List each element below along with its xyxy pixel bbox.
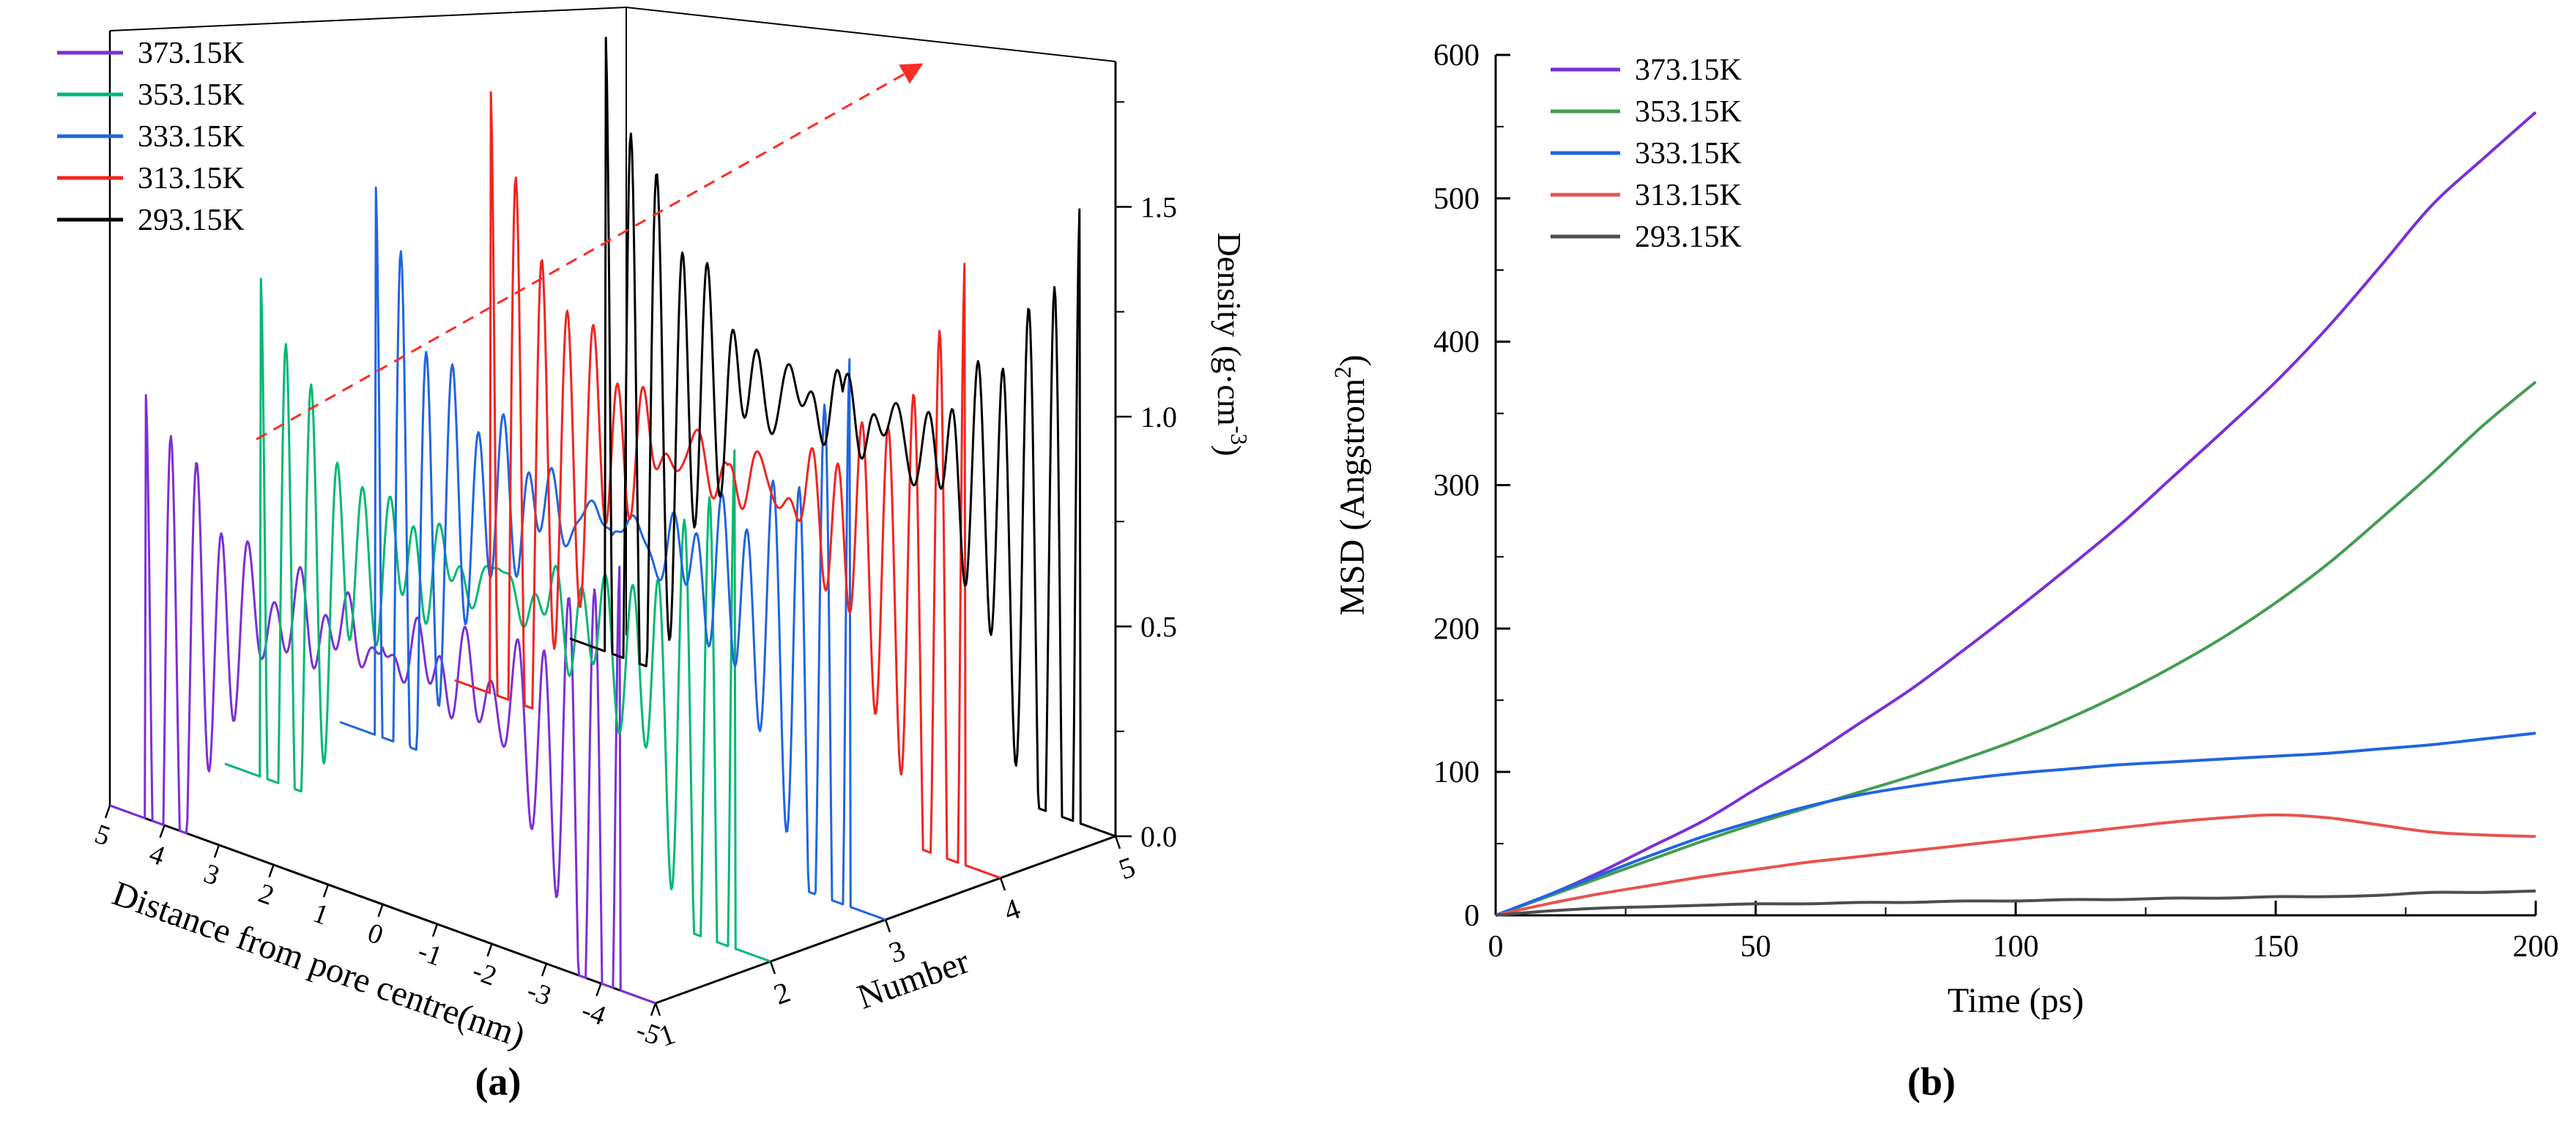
legend-label: 313.15K xyxy=(138,162,245,196)
caption-a: (a) xyxy=(475,1060,521,1104)
number-tick-label: 5 xyxy=(1115,850,1140,886)
caption-b: (b) xyxy=(1907,1060,1956,1104)
number-tick xyxy=(999,877,1006,891)
distance-tick xyxy=(486,943,493,957)
chart-a-panel: 0.0 0.5 1.0 1.5 Density (g·cm-3) 5 4 3 2 1 0 -1 -2 -3… xyxy=(0,0,1287,1054)
density-tick-label: 1.5 xyxy=(1140,191,1177,224)
legend-label: 333.15K xyxy=(1635,137,1742,171)
legend-label: 353.15K xyxy=(138,78,245,112)
y-tick-label: 100 xyxy=(1433,756,1480,789)
distance-tick xyxy=(213,844,220,858)
frame-top-left xyxy=(109,7,627,31)
distance-tick xyxy=(595,983,602,997)
distance-tick-label: -4 xyxy=(578,995,610,1032)
distance-tick xyxy=(541,963,548,977)
distance-tick xyxy=(104,805,111,819)
x-tick-label: 100 xyxy=(1993,930,2039,964)
density-axis-title: Density (g·cm-3) xyxy=(1211,232,1252,456)
x-tick-label: 200 xyxy=(2513,930,2559,964)
density-series-line-313.15K xyxy=(454,91,1001,879)
legend-label: 333.15K xyxy=(138,120,245,154)
number-tick xyxy=(769,961,776,975)
msd-series-line-313.15K xyxy=(1495,813,2536,917)
y-tick-label: 300 xyxy=(1433,469,1480,503)
density-tick-label: 0.0 xyxy=(1140,820,1177,853)
distance-tick xyxy=(268,864,275,878)
density-tick-label: 1.0 xyxy=(1140,401,1177,433)
x-tick-label: 150 xyxy=(2253,930,2299,964)
distance-tick xyxy=(650,1002,657,1016)
msd-series-line-333.15K xyxy=(1495,732,2536,917)
distance-tick-label: -1 xyxy=(414,936,446,972)
legend-label: 293.15K xyxy=(138,204,245,237)
distance-tick-label: 4 xyxy=(146,838,169,872)
density-tick-label: 0.5 xyxy=(1140,611,1177,644)
distance-tick xyxy=(322,884,330,898)
distance-tick-label: 1 xyxy=(309,898,333,931)
y-tick-label: 400 xyxy=(1433,326,1480,360)
distance-tick xyxy=(431,923,439,937)
legend-label: 373.15K xyxy=(138,37,245,70)
density-series-line-373.15K xyxy=(109,394,656,1005)
number-axis-title: Number xyxy=(853,942,974,1016)
chart-b-panel: 0 50 100 150 200 0 100 200 300 400 500 600 Time (ps)… xyxy=(1287,0,2576,1054)
number-tick-label: 4 xyxy=(1000,892,1025,928)
density-series-line-353.15K xyxy=(224,278,771,963)
y-axis-title: MSD (Angstrom2) xyxy=(1330,354,1372,615)
density-series-line-333.15K xyxy=(339,186,886,921)
distance-tick-label: 5 xyxy=(91,819,114,852)
y-tick-label: 200 xyxy=(1433,612,1480,646)
distance-tick-label: -2 xyxy=(469,956,501,992)
number-tick xyxy=(884,919,891,933)
legend-label: 293.15K xyxy=(1635,220,1742,254)
y-tick-label: 600 xyxy=(1433,39,1480,72)
y-tick-label: 0 xyxy=(1464,899,1480,933)
x-axis-title: Time (ps) xyxy=(1948,981,2084,1020)
msd-series-line-373.15K xyxy=(1495,111,2537,917)
msd-vs-time-chart: 0 50 100 150 200 0 100 200 300 400 500 600 Time (ps)… xyxy=(1330,39,2559,1020)
legend-label: 313.15K xyxy=(1635,179,1742,212)
trend-arrow xyxy=(256,63,924,441)
legend-label: 373.15K xyxy=(1635,53,1742,87)
msd-series-line-293.15K xyxy=(1495,889,2536,917)
number-tick-label: 2 xyxy=(770,975,795,1011)
legend-label: 353.15K xyxy=(1635,95,1742,129)
distance-tick xyxy=(159,825,166,838)
x-tick-label: 50 xyxy=(1740,930,1771,964)
distance-tick-label: 3 xyxy=(200,858,223,892)
distance-tick-label: 2 xyxy=(255,878,278,912)
y-tick-label: 500 xyxy=(1433,182,1480,216)
distance-tick-label: -3 xyxy=(523,975,555,1012)
msd-series-line-353.15K xyxy=(1495,380,2537,917)
number-tick xyxy=(1114,836,1121,849)
distance-tick-label: 0 xyxy=(364,918,387,951)
number-tick xyxy=(654,1002,661,1016)
density-series-line-293.15K xyxy=(569,37,1116,838)
x-tick-label: 0 xyxy=(1488,930,1504,964)
frame-top-right xyxy=(626,7,1116,62)
distance-tick xyxy=(377,904,384,918)
